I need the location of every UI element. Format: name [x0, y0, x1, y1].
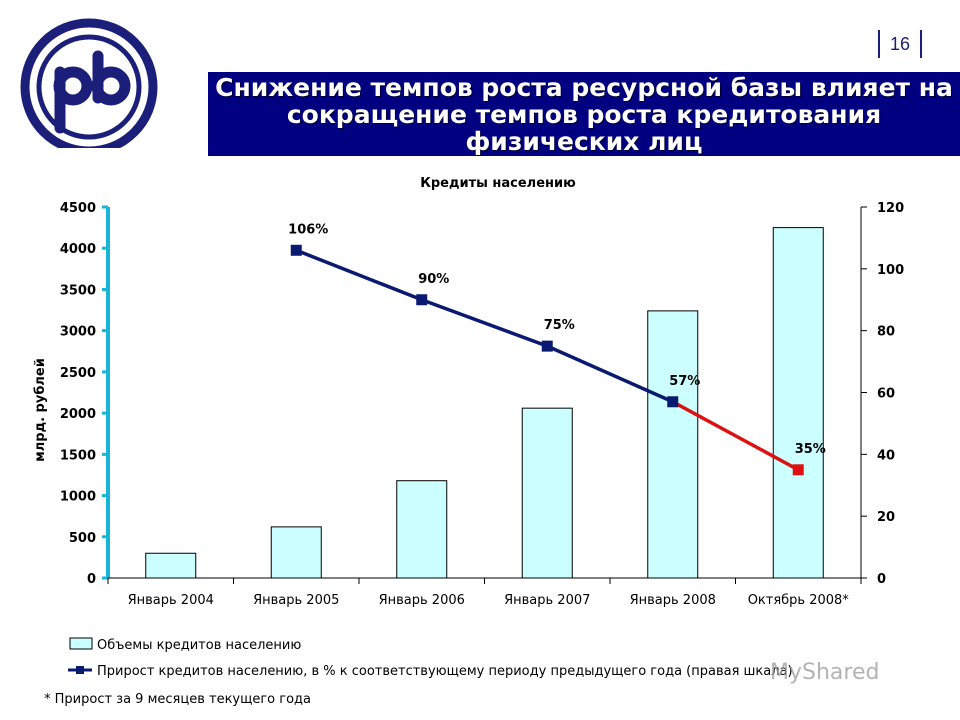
x-tick-label: Январь 2005	[253, 593, 339, 608]
bar-3	[396, 480, 448, 579]
right-tick-label: 120	[877, 201, 904, 216]
left-tick-label: 2000	[60, 407, 96, 422]
right-tick-label: 20	[877, 510, 895, 525]
growth-marker	[541, 340, 553, 352]
right-tick-label: 80	[877, 325, 895, 340]
title-banner: Снижение темпов роста ресурсной базы вли…	[208, 72, 960, 156]
watermark: MyShared	[770, 660, 880, 685]
growth-marker	[416, 294, 428, 306]
x-tick-label: Январь 2006	[379, 593, 465, 608]
left-tick-label: 3500	[60, 283, 96, 298]
x-tick-label: Январь 2004	[128, 593, 214, 608]
left-tick-label: 4500	[60, 201, 96, 216]
x-tick-label: Октябрь 2008*	[748, 593, 850, 608]
y-axis-label: млрд. рублей	[33, 358, 48, 462]
bank-logo	[18, 18, 160, 158]
growth-data-label: 106%	[288, 222, 328, 237]
chart-title: Кредиты населению	[420, 176, 576, 191]
growth-line-segment	[421, 298, 548, 348]
left-tick-label: 500	[69, 531, 96, 546]
growth-line-segment	[546, 344, 674, 404]
legend-line-label: Прирост кредитов населению, в % к соотве…	[97, 664, 793, 679]
slide-title-line-2: сокращение темпов роста кредитования	[286, 100, 882, 129]
bar-2	[270, 526, 322, 579]
legend-bar-label: Объемы кредитов населению	[97, 638, 301, 653]
footnote: * Прирост за 9 месяцев текущего года	[44, 692, 312, 707]
growth-marker	[667, 396, 679, 408]
left-tick-label: 1000	[60, 490, 96, 505]
bar-6	[772, 227, 824, 579]
slide-title-line-3: физических лиц	[465, 127, 703, 156]
growth-line-segment	[295, 248, 423, 302]
x-tick-label: Январь 2007	[504, 593, 590, 608]
right-tick-label: 100	[877, 263, 904, 278]
bar-4	[521, 407, 573, 579]
slide-title-line-1: Снижение темпов роста ресурсной базы вли…	[215, 73, 953, 102]
right-tick-label: 0	[877, 572, 886, 587]
growth-marker	[792, 464, 804, 476]
left-tick-label: 1500	[60, 448, 96, 463]
page-number: 16	[878, 30, 922, 58]
bar-5	[647, 310, 699, 579]
growth-data-label: 35%	[795, 442, 826, 457]
bar-1	[145, 552, 197, 579]
growth-marker	[290, 244, 302, 256]
left-tick-label: 4000	[60, 242, 96, 257]
right-tick-label: 40	[877, 448, 895, 463]
left-tick-label: 0	[87, 572, 96, 587]
x-tick-label: Январь 2008	[630, 593, 716, 608]
left-tick-label: 2500	[60, 366, 96, 381]
right-tick-label: 60	[877, 387, 895, 402]
left-tick-label: 3000	[60, 325, 96, 340]
growth-data-label: 57%	[669, 374, 700, 389]
growth-data-label: 90%	[418, 272, 449, 287]
growth-data-label: 75%	[544, 318, 575, 333]
legend-line-marker	[76, 666, 84, 674]
growth-line-segment	[671, 400, 800, 472]
slide-title: Снижение темпов роста ресурсной базы вли…	[208, 74, 960, 155]
legend-bar-swatch	[69, 637, 93, 650]
